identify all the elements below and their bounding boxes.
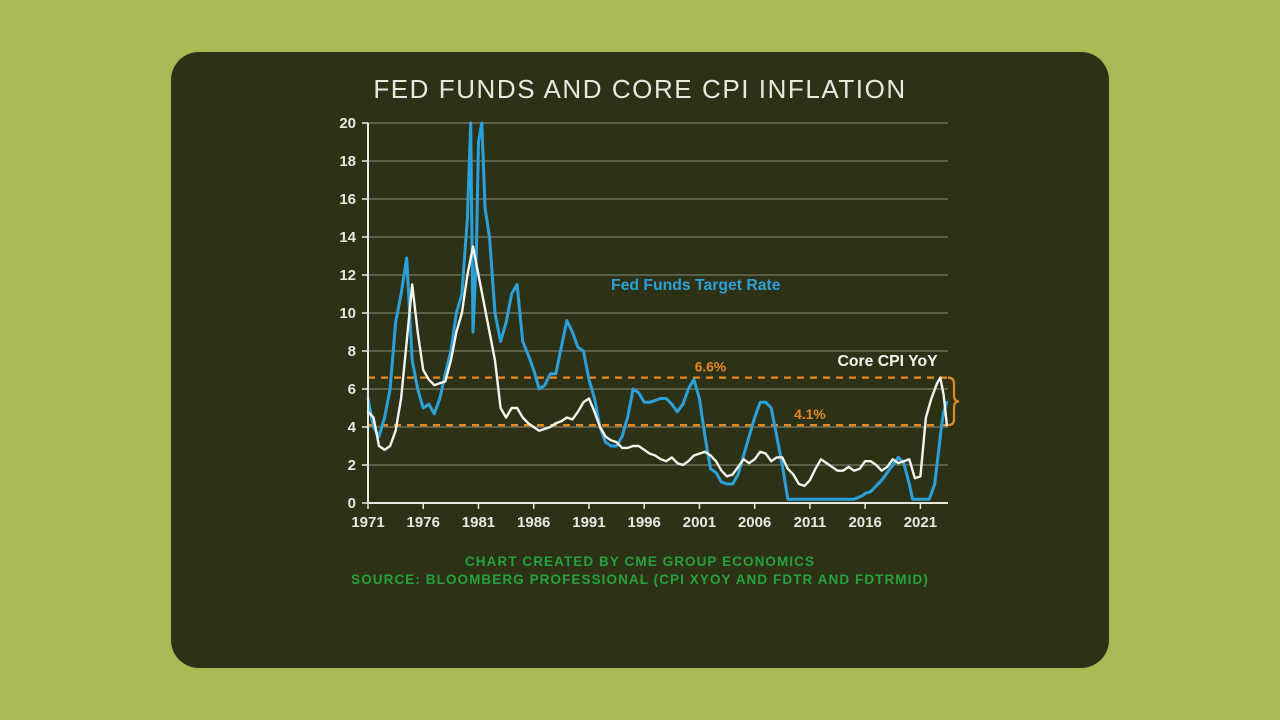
x-tick-label: 1986 bbox=[517, 514, 550, 531]
y-tick-label: 16 bbox=[339, 191, 356, 208]
x-tick-label: 2016 bbox=[848, 514, 881, 531]
chart-credits: CHART CREATED BY CME GROUP ECONOMICS SOU… bbox=[171, 543, 1109, 589]
chart-card: FED FUNDS AND CORE CPI INFLATION 6.6% 4.1… bbox=[171, 52, 1109, 668]
series-label-corecpi: Core CPI YoY bbox=[838, 353, 939, 370]
y-tick-label: 0 bbox=[348, 495, 356, 512]
plot-area: 6.6% 4.1% Fed Funds Target Rate Core CPI Yo… bbox=[308, 105, 972, 543]
ref-line-label: 6.6% bbox=[695, 360, 726, 375]
x-tick-label: 1976 bbox=[407, 514, 440, 531]
y-tick-label: 8 bbox=[348, 343, 356, 360]
credits-line-2: SOURCE: BLOOMBERG PROFESSIONAL (CPI XYOY… bbox=[171, 571, 1109, 589]
credits-line-1: CHART CREATED BY CME GROUP ECONOMICS bbox=[171, 553, 1109, 571]
x-tick-label: 2001 bbox=[683, 514, 716, 531]
x-tick-label: 2011 bbox=[794, 514, 827, 531]
x-tick-label: 1971 bbox=[351, 514, 384, 531]
ref-line-label: 4.1% bbox=[794, 407, 825, 422]
y-tick-label: 18 bbox=[339, 153, 356, 170]
y-tick-label: 20 bbox=[339, 115, 356, 132]
y-tick-label: 12 bbox=[339, 267, 356, 284]
y-tick-label: 14 bbox=[339, 229, 356, 246]
chart-title: FED FUNDS AND CORE CPI INFLATION bbox=[171, 74, 1109, 105]
x-tick-label: 2006 bbox=[738, 514, 771, 531]
y-tick-label: 6 bbox=[348, 381, 356, 398]
x-tick-label: 1981 bbox=[462, 514, 495, 531]
y-tick-label: 10 bbox=[339, 305, 356, 322]
x-tick-label: 1996 bbox=[628, 514, 661, 531]
x-tick-label: 2021 bbox=[904, 514, 937, 531]
series-label-fedfunds: Fed Funds Target Rate bbox=[611, 277, 781, 294]
series-fedfunds bbox=[368, 123, 947, 499]
chart-svg: 6.6% 4.1% Fed Funds Target Rate Core CPI Yo… bbox=[308, 105, 972, 543]
y-tick-label: 2 bbox=[348, 457, 356, 474]
x-tick-label: 1991 bbox=[572, 514, 605, 531]
y-tick-label: 4 bbox=[348, 419, 357, 436]
